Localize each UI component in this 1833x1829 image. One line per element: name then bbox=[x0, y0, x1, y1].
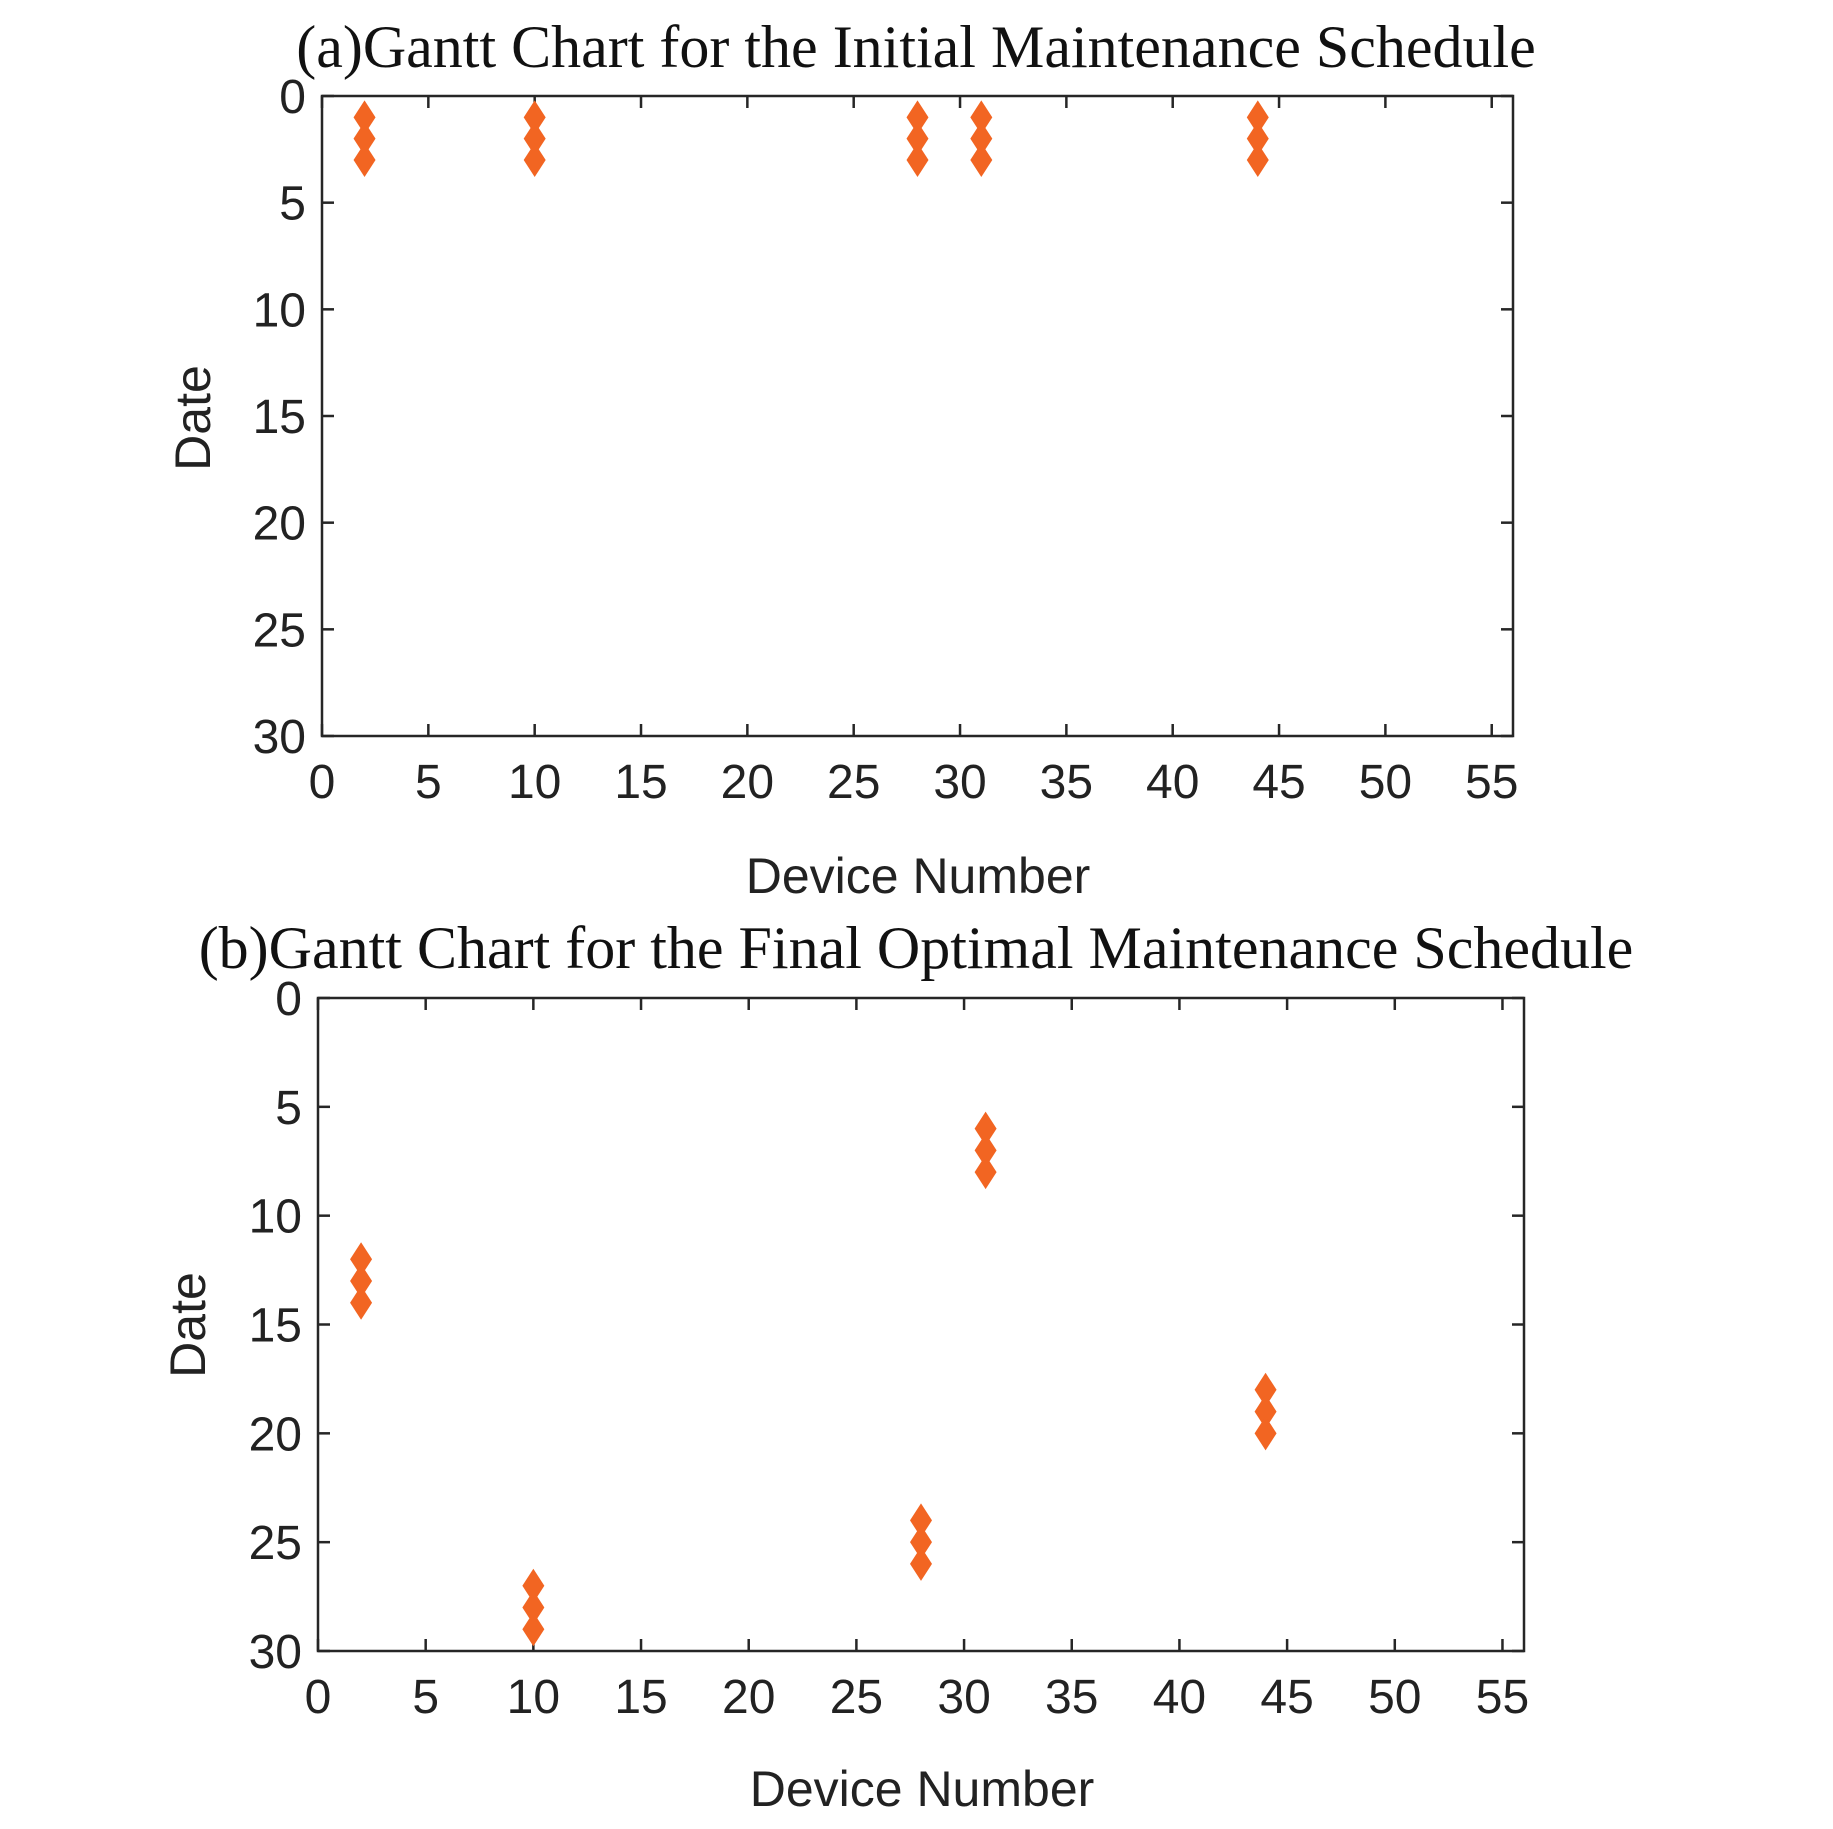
chart-b-final-schedule: 0 5 10 15 20 25 30 35 40 45 50 55 0 5 10 15 20 25 30 (b)Gan… bbox=[160, 915, 1633, 1817]
chart-b-y-tick-label: 0 bbox=[275, 973, 302, 1026]
chart-a-x-axis-label: Device Number bbox=[746, 848, 1091, 904]
chart-a-diamond-marker bbox=[523, 143, 546, 177]
chart-b-diamond-marker bbox=[910, 1546, 932, 1581]
chart-b-x-tick-label: 15 bbox=[614, 1671, 667, 1724]
chart-b-x-tick-label: 5 bbox=[412, 1671, 439, 1724]
chart-b-x-tick-label: 20 bbox=[722, 1671, 775, 1724]
chart-a-y-tick-label: 30 bbox=[253, 711, 306, 764]
chart-b-x-tick-label: 55 bbox=[1476, 1671, 1529, 1724]
chart-b-diamond-marker bbox=[350, 1242, 373, 1277]
chart-b-x-axis-label: Device Number bbox=[750, 1761, 1095, 1817]
chart-a-y-tick-label: 20 bbox=[253, 498, 306, 551]
chart-a-diamond-marker bbox=[353, 143, 376, 177]
chart-a-diamond-marker bbox=[523, 100, 546, 135]
chart-a-diamond-marker bbox=[1246, 143, 1269, 177]
chart-b-diamond-marker bbox=[1254, 1416, 1277, 1451]
chart-a-diamond-marker bbox=[970, 121, 993, 156]
chart-b-diamond-marker bbox=[910, 1503, 932, 1538]
chart-b-y-tick-label: 20 bbox=[249, 1408, 302, 1461]
chart-a-x-tick-label: 35 bbox=[1040, 756, 1093, 809]
chart-a-y-tick-label: 25 bbox=[253, 604, 306, 657]
chart-a-x-tick-label: 20 bbox=[721, 756, 774, 809]
chart-b-x-tick-label: 50 bbox=[1368, 1671, 1421, 1724]
chart-a-initial-schedule: 0 5 10 15 20 25 30 35 40 45 50 55 0 5 10 15 20 25 30 (a)Gan… bbox=[165, 14, 1536, 904]
chart-b-diamond-marker bbox=[1254, 1372, 1277, 1407]
chart-b-diamond-marker bbox=[350, 1263, 373, 1298]
chart-b-x-tick-label: 25 bbox=[830, 1671, 883, 1724]
chart-b-title: (b)Gantt Chart for the Final Optimal Mai… bbox=[199, 915, 1634, 981]
chart-b-y-tick-label: 10 bbox=[249, 1191, 302, 1244]
chart-a-y-tick-label: 10 bbox=[253, 284, 306, 337]
chart-a-x-tick-label: 50 bbox=[1359, 756, 1412, 809]
chart-a-x-tick-label: 0 bbox=[309, 756, 336, 809]
chart-a-diamond-marker bbox=[906, 100, 929, 135]
chart-a-diamond-marker bbox=[1246, 100, 1269, 135]
chart-b-y-axis-label: Date bbox=[160, 1272, 216, 1378]
chart-b-y-tick-label: 5 bbox=[275, 1082, 302, 1135]
chart-b-diamond-marker bbox=[974, 1111, 997, 1146]
chart-a-diamond-marker bbox=[523, 121, 546, 156]
chart-b-y-tick-label: 15 bbox=[249, 1300, 302, 1353]
chart-a-y-tick-label: 15 bbox=[253, 391, 306, 444]
chart-a-x-tick-label: 10 bbox=[508, 756, 561, 809]
chart-b-x-tick-label: 35 bbox=[1045, 1671, 1098, 1724]
chart-b-x-tick-label: 30 bbox=[937, 1671, 990, 1724]
chart-a-x-tick-label: 45 bbox=[1252, 756, 1305, 809]
chart-b-y-tick-label: 30 bbox=[249, 1626, 302, 1679]
chart-a-diamond-marker bbox=[353, 121, 376, 156]
chart-a-diamond-marker bbox=[970, 143, 993, 177]
chart-b-diamond-marker bbox=[974, 1133, 997, 1168]
chart-b-x-tick-label: 45 bbox=[1260, 1671, 1313, 1724]
chart-a-x-tick-label: 55 bbox=[1465, 756, 1518, 809]
chart-a-diamond-marker bbox=[906, 121, 929, 156]
chart-b-diamond-marker bbox=[522, 1612, 545, 1647]
chart-a-axes-frame bbox=[320, 94, 1515, 738]
chart-b-diamond-marker bbox=[974, 1155, 997, 1190]
chart-b-diamond-marker bbox=[910, 1525, 932, 1560]
chart-b-x-tick-label: 40 bbox=[1153, 1671, 1206, 1724]
chart-b-diamond-marker bbox=[522, 1590, 545, 1625]
chart-b-x-tick-label: 0 bbox=[305, 1671, 332, 1724]
chart-a-x-tick-label: 25 bbox=[827, 756, 880, 809]
chart-a-diamond-marker bbox=[970, 100, 993, 135]
chart-a-y-tick-label: 5 bbox=[279, 178, 306, 231]
chart-a-title: (a)Gantt Chart for the Initial Maintenan… bbox=[296, 14, 1536, 80]
chart-a-x-tick-label: 40 bbox=[1146, 756, 1199, 809]
chart-b-y-tick-label: 25 bbox=[249, 1517, 302, 1570]
chart-b-diamond-marker bbox=[522, 1568, 545, 1603]
chart-a-y-tick-label: 0 bbox=[279, 71, 306, 124]
chart-a-diamond-marker bbox=[353, 100, 376, 135]
chart-b-diamond-marker bbox=[1254, 1394, 1277, 1429]
chart-a-plot-area: 0 5 10 15 20 25 30 35 40 45 50 55 0 5 10 15 20 25 30 bbox=[253, 71, 1519, 809]
chart-a-x-tick-label: 15 bbox=[614, 756, 667, 809]
chart-b-diamond-marker bbox=[350, 1285, 373, 1320]
chart-b-x-tick-label: 10 bbox=[507, 1671, 560, 1724]
chart-a-x-tick-label: 5 bbox=[415, 756, 442, 809]
chart-a-x-tick-label: 30 bbox=[933, 756, 986, 809]
chart-a-y-axis-label: Date bbox=[165, 365, 221, 471]
chart-b-plot-area: 0 5 10 15 20 25 30 35 40 45 50 55 0 5 10 15 20 25 30 bbox=[249, 973, 1530, 1724]
chart-a-diamond-marker bbox=[1246, 121, 1269, 156]
chart-a-diamond-marker bbox=[906, 143, 929, 177]
